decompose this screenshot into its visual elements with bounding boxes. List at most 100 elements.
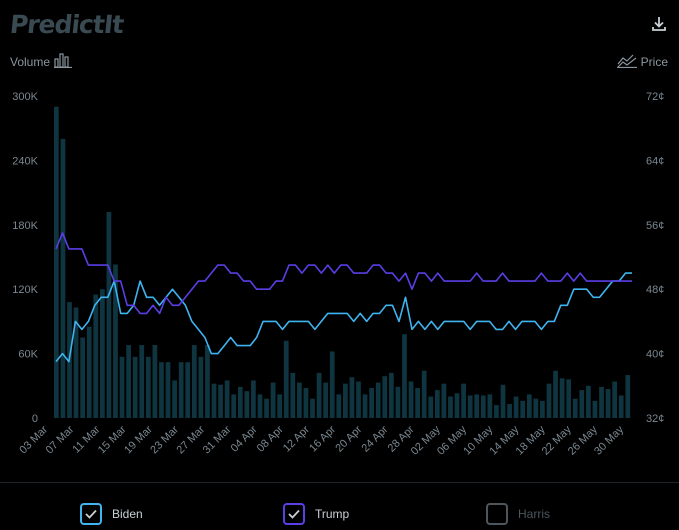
volume-bar xyxy=(54,106,59,418)
volume-bar xyxy=(448,396,453,418)
volume-bar xyxy=(303,387,309,418)
volume-bar xyxy=(99,289,105,418)
legend: Biden Trump Harris xyxy=(0,503,679,529)
volume-bar xyxy=(126,345,131,418)
volume-bar xyxy=(191,345,197,418)
volume-bar xyxy=(251,380,256,418)
price-tick-label: 32¢ xyxy=(646,413,664,425)
volume-bar xyxy=(402,334,407,418)
x-tick-label: 08 Apr xyxy=(255,423,286,454)
volume-bar xyxy=(224,380,230,418)
line-chart-icon xyxy=(616,52,637,71)
x-tick-label: 15 Mar xyxy=(96,423,129,456)
volume-bar xyxy=(467,395,473,418)
volume-bar xyxy=(270,382,276,418)
volume-label: Volume xyxy=(10,54,51,69)
x-tick-label: 23 Mar xyxy=(148,423,181,456)
volume-bar xyxy=(349,377,355,418)
price-line-biden xyxy=(55,272,632,363)
checkbox-harris[interactable] xyxy=(486,503,508,525)
volume-tick-label: 240K xyxy=(12,155,38,167)
volume-bar xyxy=(362,394,368,418)
x-tick-label: 27 Mar xyxy=(175,423,208,456)
volume-bar xyxy=(323,382,329,418)
volume-bar xyxy=(113,264,118,418)
volume-bar xyxy=(310,398,315,418)
volume-bar xyxy=(579,390,585,418)
volume-bar xyxy=(612,381,618,418)
volume-tick-label: 0 xyxy=(32,413,38,425)
volume-bar xyxy=(178,362,184,418)
volume-bar xyxy=(408,381,414,418)
price-label: Price xyxy=(640,54,668,69)
divider xyxy=(0,482,679,483)
volume-bar xyxy=(237,386,243,418)
volume-bar xyxy=(290,372,296,418)
volume-bar xyxy=(625,375,631,418)
volume-bar xyxy=(487,394,493,418)
volume-bar xyxy=(375,382,381,418)
price-axis-title: Price xyxy=(616,52,668,71)
volume-bar xyxy=(218,384,223,418)
x-tick-label: 03 Mar xyxy=(17,423,50,456)
volume-bar xyxy=(540,400,545,418)
price-line-trump xyxy=(55,232,632,315)
legend-item-trump[interactable]: Trump xyxy=(283,503,349,525)
volume-bar xyxy=(434,390,440,418)
volume-bar xyxy=(185,362,191,418)
x-tick-label: 24 Apr xyxy=(360,423,391,454)
price-tick-label: 48¢ xyxy=(646,284,664,296)
x-tick-label: 30 May xyxy=(592,423,626,457)
volume-bar xyxy=(93,294,99,418)
volume-bar xyxy=(572,398,578,418)
download-icon[interactable] xyxy=(649,14,669,34)
price-tick-label: 40¢ xyxy=(646,349,664,361)
volume-bar xyxy=(316,372,322,418)
volume-bar xyxy=(533,398,539,418)
volume-bar xyxy=(205,345,210,418)
volume-bar xyxy=(388,372,394,418)
legend-item-harris[interactable]: Harris xyxy=(486,503,550,525)
volume-bar xyxy=(165,362,171,418)
volume-price-chart[interactable]: 0 60K 120K 180K 240K 300K 32¢ 40¢ 48¢ 56¢ 64¢ 72¢ 03… xyxy=(0,0,679,480)
volume-bar xyxy=(86,326,92,418)
x-tick-label: 12 Apr xyxy=(281,423,312,454)
price-tick-label: 64¢ xyxy=(646,155,664,167)
volume-bar xyxy=(60,138,66,418)
check-icon xyxy=(288,509,300,519)
volume-bar xyxy=(500,384,506,418)
volume-bar xyxy=(454,393,460,418)
bar-chart-icon xyxy=(54,52,73,71)
price-tick-label: 72¢ xyxy=(646,91,664,103)
volume-bar xyxy=(513,396,519,418)
volume-bar xyxy=(264,398,269,418)
volume-tick-label: 300K xyxy=(12,91,38,103)
legend-label-biden: Biden xyxy=(112,507,143,521)
volume-bar xyxy=(559,378,565,418)
volume-bar xyxy=(592,400,598,418)
volume-bar xyxy=(566,379,572,418)
volume-bar xyxy=(474,394,480,418)
volume-bar xyxy=(283,340,289,418)
volume-bar xyxy=(586,385,591,418)
volume-bar xyxy=(553,370,558,418)
volume-bar xyxy=(618,395,624,418)
checkbox-trump[interactable] xyxy=(283,503,305,525)
volume-bar xyxy=(336,394,342,418)
x-tick-label: 04 Apr xyxy=(229,423,260,454)
volume-bar xyxy=(461,383,466,418)
volume-bar xyxy=(145,356,151,418)
volume-tick-label: 180K xyxy=(12,220,38,232)
volume-bar xyxy=(480,395,486,418)
volume-bar xyxy=(231,394,237,418)
volume-tick-label: 60K xyxy=(18,349,38,361)
volume-bar xyxy=(369,387,374,418)
legend-item-biden[interactable]: Biden xyxy=(80,503,143,525)
volume-bar xyxy=(211,383,217,418)
x-tick-label: 20 Apr xyxy=(333,423,364,454)
x-tick-label: 31 Mar xyxy=(201,423,234,456)
volume-bar xyxy=(343,383,348,418)
volume-bar xyxy=(507,404,512,418)
volume-bar xyxy=(421,370,427,418)
checkbox-biden[interactable] xyxy=(80,503,102,525)
